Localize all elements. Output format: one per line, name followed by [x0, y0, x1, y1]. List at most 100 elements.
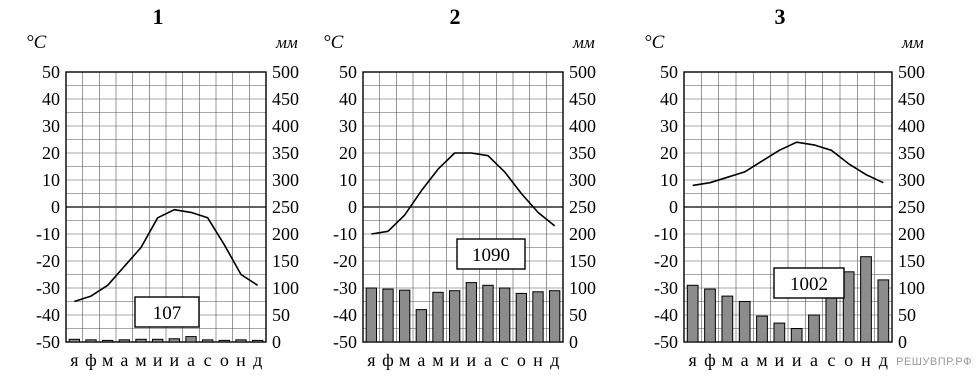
precip-bar — [168, 338, 181, 343]
temp-tick-label: -30 — [333, 278, 357, 298]
temp-tick-label: -10 — [333, 224, 357, 244]
precip-tick-label: 450 — [272, 89, 299, 109]
temperature-line — [692, 141, 884, 187]
month-label: д — [879, 350, 888, 370]
month-label: а — [741, 350, 749, 370]
temp-tick-label: -50 — [333, 332, 357, 352]
month-label: ф — [85, 350, 97, 370]
month-label: и — [450, 350, 460, 370]
month-label: н — [236, 350, 246, 370]
month-label: о — [844, 350, 853, 370]
annual-total-box — [134, 296, 200, 328]
precip-bar — [399, 289, 411, 343]
precip-bar — [118, 339, 130, 343]
temp-tick-label: 0 — [669, 197, 678, 217]
annual-total-box — [773, 267, 845, 299]
precip-tick-label: 400 — [272, 116, 299, 136]
month-label: с — [501, 350, 509, 370]
precip-bar — [152, 338, 164, 343]
month-label: м — [756, 350, 767, 370]
watermark: РЕШУВПР.РФ — [896, 356, 972, 368]
month-label: м — [432, 350, 443, 370]
precip-tick-label: 400 — [898, 116, 925, 136]
month-label: а — [417, 350, 425, 370]
month-label: с — [827, 350, 835, 370]
precip-bar — [202, 339, 214, 343]
temp-tick-label: -20 — [654, 251, 678, 271]
month-label: я — [367, 350, 375, 370]
month-label: м — [722, 350, 733, 370]
temp-unit-label: °C — [26, 32, 47, 53]
precip-bar — [549, 290, 561, 343]
precip-tick-label: 200 — [569, 224, 596, 244]
temp-tick-label: 30 — [660, 116, 678, 136]
temp-unit-label: °C — [644, 32, 665, 53]
precip-bar — [449, 290, 461, 343]
temp-tick-label: 0 — [348, 197, 357, 217]
temp-tick-label: 10 — [42, 170, 60, 190]
month-label: д — [550, 350, 559, 370]
precip-unit-label: мм — [572, 33, 595, 52]
month-label: ф — [704, 350, 716, 370]
precip-bar — [738, 301, 751, 343]
precip-tick-label: 250 — [569, 197, 596, 217]
precip-bar — [365, 287, 377, 343]
temp-tick-label: -30 — [36, 278, 60, 298]
month-label: и — [467, 350, 477, 370]
temp-tick-label: 20 — [660, 143, 678, 163]
precip-bar — [756, 315, 768, 343]
temp-tick-label: -20 — [36, 251, 60, 271]
month-label: с — [204, 350, 212, 370]
precip-bar — [482, 284, 494, 343]
precip-tick-label: 450 — [898, 89, 925, 109]
temp-tick-label: -10 — [654, 224, 678, 244]
month-label: н — [533, 350, 543, 370]
precip-tick-label: 350 — [272, 143, 299, 163]
temp-tick-label: 40 — [339, 89, 357, 109]
annual-total-value: 1090 — [472, 245, 510, 266]
temp-tick-label: 50 — [42, 62, 60, 82]
annual-total-value: 107 — [153, 303, 182, 324]
temp-tick-label: 40 — [42, 89, 60, 109]
month-label: м — [399, 350, 410, 370]
precip-bar — [465, 282, 477, 343]
chart-title: 3 — [775, 4, 786, 29]
precip-bar — [825, 293, 838, 343]
precip-unit-label: мм — [901, 33, 924, 52]
month-label: а — [810, 350, 818, 370]
temp-tick-label: -10 — [36, 224, 60, 244]
month-label: н — [861, 350, 871, 370]
precip-tick-label: 400 — [569, 116, 596, 136]
precip-bar — [382, 288, 394, 343]
precip-bar — [68, 338, 80, 343]
temp-tick-label: 50 — [339, 62, 357, 82]
month-label: м — [102, 350, 113, 370]
precip-tick-label: 100 — [272, 278, 299, 298]
annual-total-value: 1002 — [790, 274, 828, 295]
precip-tick-label: 0 — [898, 332, 907, 352]
precip-tick-label: 50 — [272, 305, 290, 325]
precip-bar — [515, 292, 528, 343]
temp-tick-label: -40 — [333, 305, 357, 325]
precip-bar — [415, 309, 427, 343]
temp-tick-label: 30 — [339, 116, 357, 136]
month-label: я — [70, 350, 78, 370]
precip-unit-label: мм — [275, 33, 298, 52]
temp-tick-label: 40 — [660, 89, 678, 109]
precip-bar — [252, 339, 264, 343]
month-label: а — [120, 350, 128, 370]
temp-tick-label: 0 — [51, 197, 60, 217]
temp-tick-label: -40 — [36, 305, 60, 325]
temp-tick-label: 10 — [339, 170, 357, 190]
temp-tick-label: -50 — [654, 332, 678, 352]
month-label: м — [135, 350, 146, 370]
month-label: ф — [382, 350, 394, 370]
plot-frame — [65, 71, 267, 343]
precip-tick-label: 450 — [569, 89, 596, 109]
temp-tick-label: -40 — [654, 305, 678, 325]
temp-tick-label: -30 — [654, 278, 678, 298]
precip-tick-label: 300 — [569, 170, 596, 190]
precip-bar — [499, 287, 511, 343]
annual-total-box — [456, 238, 526, 270]
